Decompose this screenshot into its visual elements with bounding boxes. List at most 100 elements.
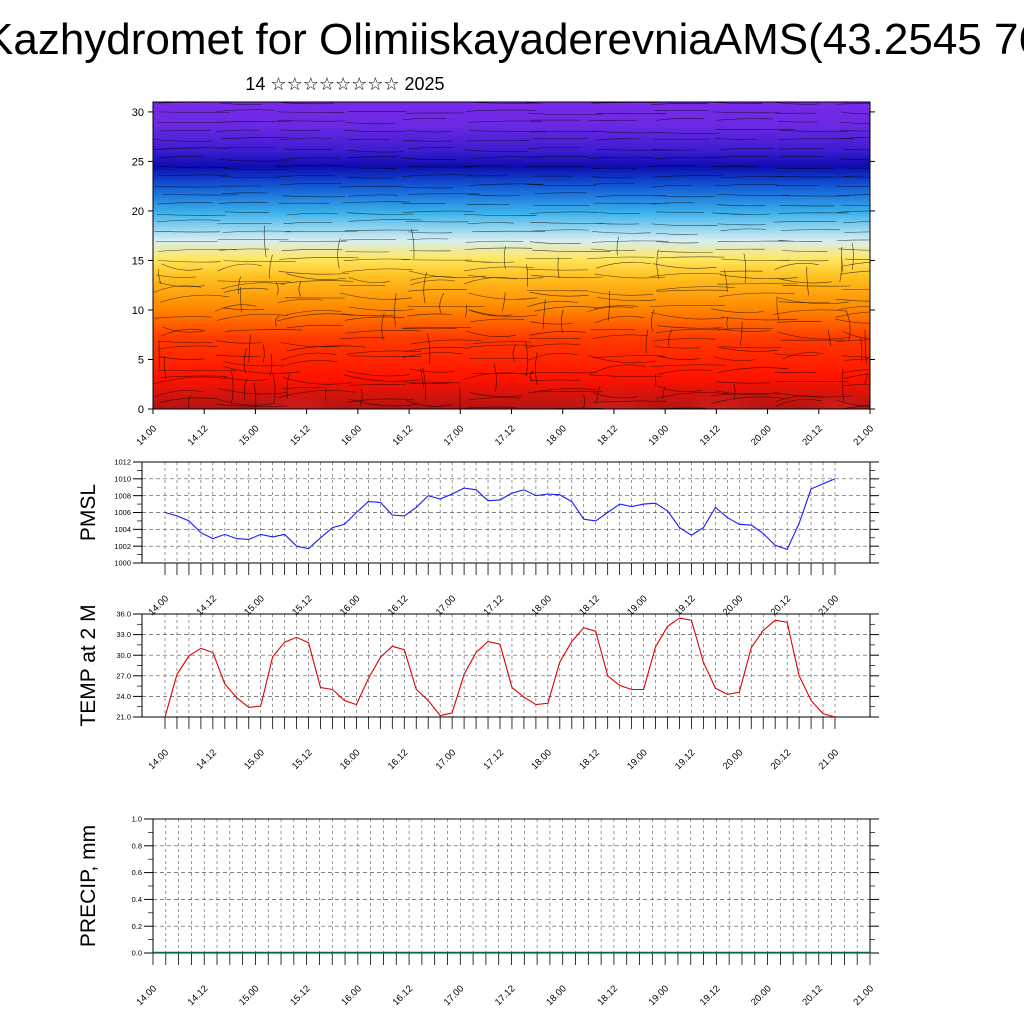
streamline — [157, 117, 870, 125]
x-tick-label: 19.12 — [698, 423, 723, 448]
y-tick-label: 1008 — [114, 491, 131, 500]
warm-spot — [555, 354, 665, 409]
streamline — [275, 282, 279, 296]
streamline — [503, 246, 506, 269]
x-tick-label: 20.00 — [749, 983, 774, 1008]
y-tick-label: 1010 — [114, 474, 131, 483]
x-tick-label: 14.12 — [186, 423, 211, 448]
x-tick-label: 16.12 — [391, 423, 416, 448]
y-axis-label: PMSL — [77, 484, 100, 541]
y-tick-label: 20 — [132, 206, 144, 218]
streamline — [286, 372, 290, 399]
x-tick-label: 21.00 — [852, 423, 877, 448]
y-tick-label: 0.4 — [132, 895, 142, 904]
x-tick-label: 15.00 — [237, 423, 262, 448]
x-tick-label: 17.00 — [434, 747, 459, 772]
streamline — [157, 174, 870, 179]
data-series-line — [164, 478, 836, 551]
streamline — [153, 376, 870, 399]
x-tick-label: 15.12 — [288, 983, 313, 1008]
y-tick-label: 1004 — [114, 525, 131, 534]
streamline — [726, 317, 729, 330]
y-tick-label: 0.6 — [132, 868, 142, 877]
wind-streamlines — [153, 102, 870, 409]
streamline — [560, 309, 564, 334]
streamline — [158, 269, 162, 285]
streamline — [827, 330, 831, 347]
streamline — [851, 243, 854, 270]
streamline — [542, 299, 546, 330]
x-tick-label: 14.12 — [194, 747, 219, 772]
x-tick-label: 20.00 — [721, 747, 746, 772]
x-tick-label: 14.00 — [147, 747, 172, 772]
streamline — [269, 353, 273, 376]
y-tick-label: 0.2 — [132, 922, 142, 931]
x-tick-label: 21.00 — [817, 747, 842, 772]
streamline — [156, 210, 870, 216]
streamline — [156, 219, 870, 227]
streamline — [158, 247, 870, 253]
streamline — [162, 192, 870, 198]
streamline — [154, 304, 870, 321]
streamline — [668, 329, 673, 347]
streamline — [860, 338, 863, 362]
heatmap-field — [153, 102, 870, 409]
streamline — [153, 285, 870, 305]
streamline — [240, 286, 242, 313]
streamline — [161, 324, 870, 340]
x-tick-label: 14.00 — [135, 423, 160, 448]
streamline — [157, 334, 870, 349]
data-series-line — [164, 617, 836, 718]
x-tick-label: 15.00 — [237, 983, 262, 1008]
y-tick-label: 30.0 — [116, 651, 131, 660]
streamline — [743, 253, 747, 283]
x-tick-label: 18.00 — [544, 983, 569, 1008]
streamline — [154, 146, 870, 153]
streamline — [806, 266, 809, 296]
streamline — [864, 329, 867, 364]
warm-spot — [675, 359, 765, 409]
temperature-panel: 21.0 24.0 27.0 30.0 33.0 36.0 TEMP at 2 M 14.00… — [77, 604, 879, 772]
x-tick-label: 20.12 — [769, 747, 794, 772]
y-tick-label: 0.8 — [132, 841, 142, 850]
x-tick-label: 14.12 — [186, 983, 211, 1008]
x-tick-label: 17.12 — [493, 983, 518, 1008]
streamline — [154, 182, 870, 189]
streamline — [394, 293, 397, 327]
x-tick-label: 17.12 — [482, 747, 507, 772]
streamline — [154, 228, 870, 235]
streamline — [733, 384, 736, 400]
y-tick-label: 0 — [138, 404, 144, 416]
streamline — [253, 382, 257, 408]
streamline — [656, 249, 660, 279]
streamline — [596, 385, 600, 402]
streamline — [651, 309, 655, 332]
x-tick-label: 19.00 — [625, 747, 650, 772]
y-tick-label: 10 — [132, 305, 144, 317]
precipitation-panel: 0.0 0.2 0.4 0.6 0.8 1.0 PRECIP, mm 14.00 14.12 15… — [77, 815, 879, 1008]
x-tick-label: 18.12 — [595, 423, 620, 448]
streamline — [231, 371, 234, 405]
x-tick-label: 16.12 — [386, 747, 411, 772]
chart-title: Kazhydromet for OlimiiskayaderevniaAMS(4… — [0, 15, 1024, 64]
streamline — [512, 344, 517, 362]
warm-spots — [250, 354, 870, 409]
warm-spot — [250, 364, 340, 409]
streamline — [423, 272, 428, 304]
streamline — [739, 321, 743, 346]
x-tick-label: 20.12 — [800, 423, 825, 448]
x-tick-label: 18.12 — [595, 983, 620, 1008]
x-tick-label: 17.00 — [442, 983, 467, 1008]
x-tick-label: 19.12 — [698, 983, 723, 1008]
x-tick-label: 14.00 — [135, 983, 160, 1008]
streamline — [529, 370, 534, 381]
y-axis-label: TEMP at 2 M — [77, 604, 100, 726]
streamline — [607, 290, 610, 321]
streamline — [155, 238, 870, 244]
streamline — [298, 281, 302, 297]
x-tick-label: 15.12 — [288, 423, 313, 448]
streamline — [422, 367, 427, 401]
streamline — [269, 254, 273, 279]
x-tick-label: 18.12 — [577, 747, 602, 772]
